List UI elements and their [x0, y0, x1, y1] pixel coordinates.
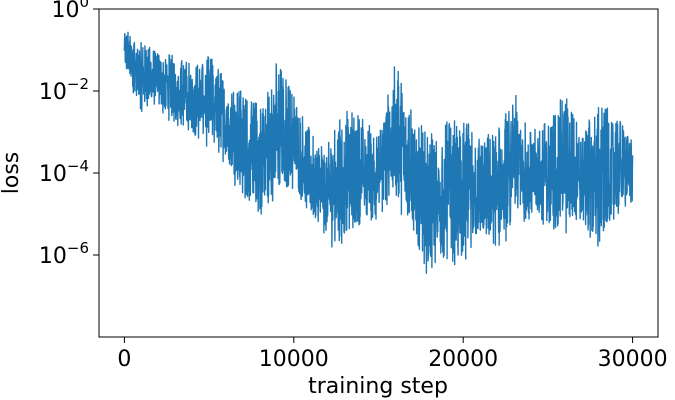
y-axis: 100 10−2 10−4 10−6	[39, 0, 99, 269]
x-tick-label: 20000	[428, 347, 498, 372]
x-tick-label: 30000	[598, 347, 668, 372]
x-tick-label: 10000	[259, 347, 329, 372]
loss-series-line	[123, 31, 634, 274]
y-tick-label: 10−6	[39, 239, 89, 269]
y-tick-label: 100	[51, 0, 89, 23]
y-axis-label: loss	[0, 152, 24, 195]
y-tick-label: 10−2	[39, 75, 89, 105]
x-tick-label: 0	[117, 347, 131, 372]
y-tick-label: 10−4	[39, 157, 89, 187]
x-axis: 0 10000 20000 30000	[117, 337, 668, 372]
series-layer	[123, 31, 634, 274]
x-axis-label: training step	[308, 374, 448, 399]
